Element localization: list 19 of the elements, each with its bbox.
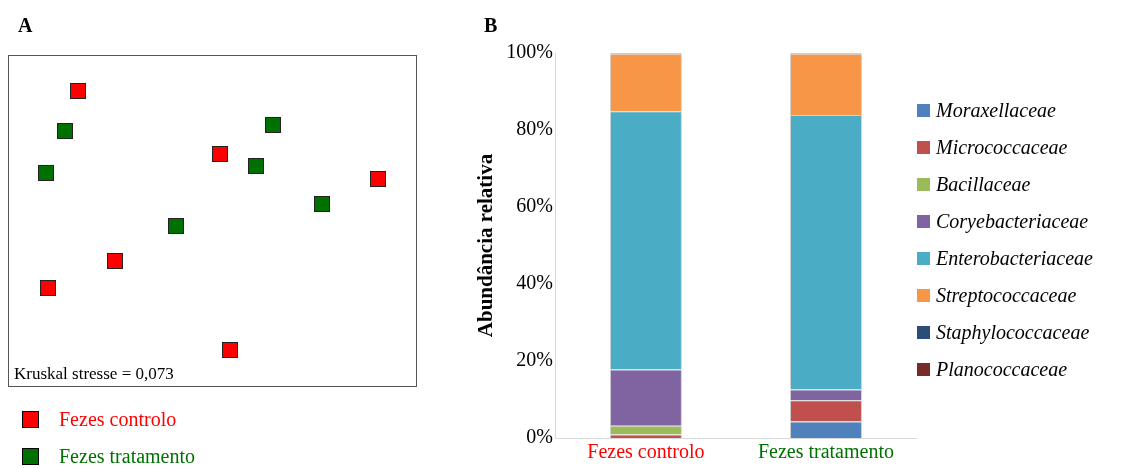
y-tick-label: 100% <box>506 40 553 63</box>
legend-label: Micrococcaceae <box>936 135 1068 159</box>
legend-label: Enterobacteriaceae <box>936 246 1093 270</box>
text: A <box>18 14 33 37</box>
y-tick-label: 80% <box>516 117 553 140</box>
legend-label: Planococcaceae <box>936 357 1068 381</box>
y-axis-title: Abundância relativa <box>473 153 498 338</box>
legend-label: Moraxellaceae <box>936 98 1056 122</box>
y-tick-label: 20% <box>516 348 553 371</box>
y-tick-label: 60% <box>516 194 553 217</box>
legend-label: Coryebacteriaceae <box>936 209 1089 233</box>
y-tick-label: 40% <box>516 271 553 294</box>
text: Fezes controlo <box>59 408 177 431</box>
text: Kruskal stresse = 0,073 <box>14 364 174 384</box>
y-tick-label: 0% <box>526 425 553 448</box>
legend-label: Bacillaceae <box>936 172 1031 196</box>
legend-label: Staphylococcaceae <box>936 320 1090 344</box>
legend-label: Streptococcaceae <box>936 283 1077 307</box>
chart-title: B <box>484 14 498 37</box>
